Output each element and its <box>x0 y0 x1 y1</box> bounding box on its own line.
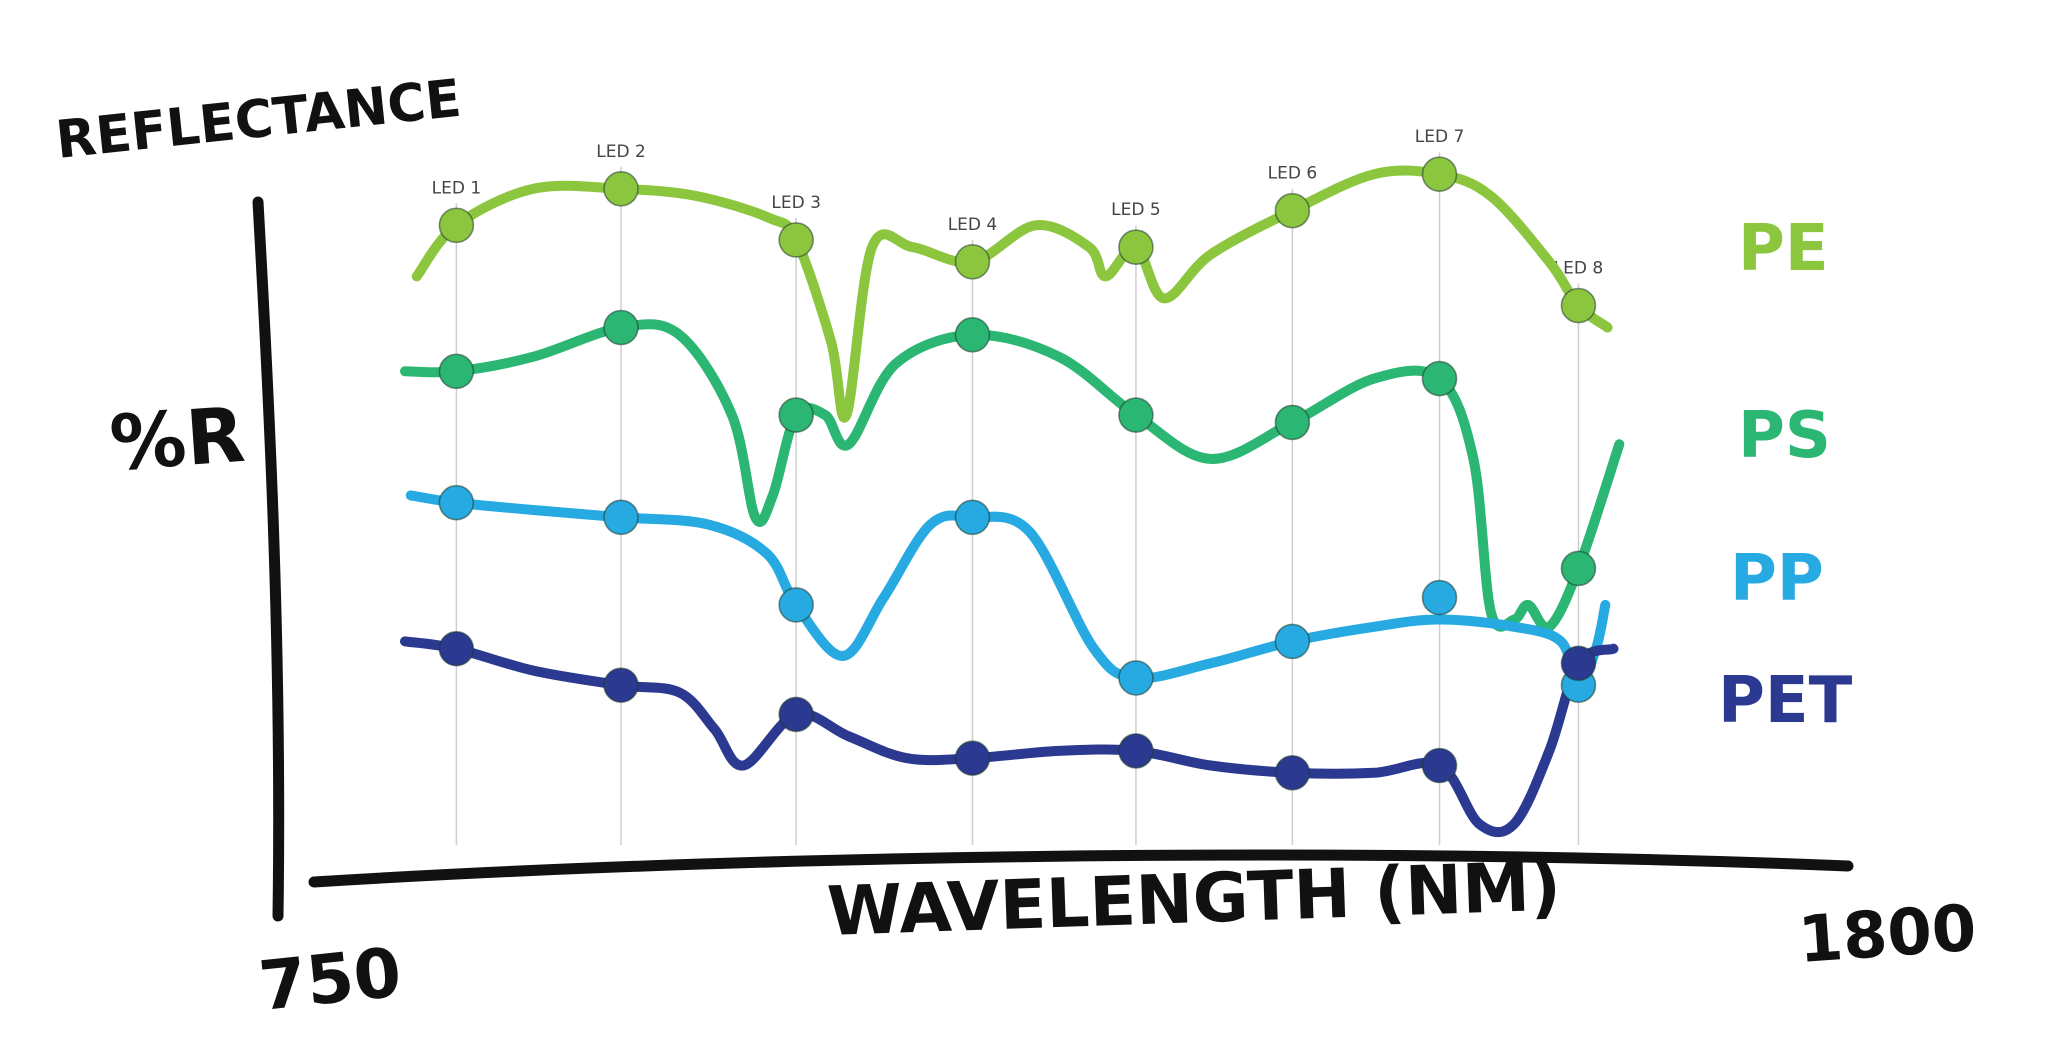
series-label-ps: PS <box>1738 399 1831 473</box>
marker-pe <box>778 222 814 258</box>
led-label: LED 3 <box>771 193 821 213</box>
marker-pe <box>603 171 639 207</box>
marker-pe <box>954 243 991 280</box>
y-axis-label: %R <box>107 390 248 488</box>
marker-pe <box>438 207 475 244</box>
marker-pet <box>1274 754 1311 791</box>
marker-pet <box>603 667 639 704</box>
y-axis-top-label: REFLECTANCE <box>53 69 464 171</box>
marker-pet <box>438 630 475 667</box>
series-labels: PE PS PP PET <box>1718 212 1853 738</box>
y-axis-line <box>252 196 285 922</box>
marker-pe <box>1560 287 1597 324</box>
marker-pet <box>1118 733 1154 769</box>
marker-pp <box>1274 623 1311 660</box>
led-label: LED 4 <box>948 215 998 235</box>
led-markers <box>438 156 1597 791</box>
series-line-pp <box>405 490 1611 691</box>
marker-pp <box>603 499 639 536</box>
led-labels: LED 1 LED 2 LED 3 LED 4 LED 5 LED 6 LED 7 LED 8 <box>432 127 1604 278</box>
series-label-pe: PE <box>1738 212 1829 286</box>
marker-ps <box>1118 397 1154 433</box>
marker-pp <box>778 587 814 623</box>
led-label: LED 2 <box>596 142 646 162</box>
marker-ps <box>1560 550 1597 587</box>
marker-pe <box>1421 156 1458 192</box>
led-gridlines <box>455 152 1580 845</box>
x-axis-min-label: 750 <box>256 934 405 1027</box>
marker-ps <box>603 309 639 346</box>
marker-pp <box>438 484 475 521</box>
marker-ps <box>438 353 475 390</box>
marker-pe <box>1274 192 1311 229</box>
marker-pp <box>954 499 991 536</box>
marker-pp <box>1118 660 1154 696</box>
marker-ps <box>954 316 991 353</box>
marker-pet <box>778 696 814 733</box>
marker-ps <box>778 397 814 433</box>
led-label: LED 5 <box>1111 200 1161 220</box>
series-lines <box>400 165 1625 838</box>
marker-pe <box>1118 229 1154 265</box>
series-line-pet <box>400 636 1619 838</box>
marker-pet <box>1560 645 1597 682</box>
marker-pp <box>1421 579 1458 616</box>
led-label: LED 1 <box>432 178 482 198</box>
series-label-pp: PP <box>1730 542 1824 616</box>
led-label: LED 7 <box>1415 127 1465 147</box>
led-label: LED 8 <box>1554 259 1604 279</box>
marker-ps <box>1421 360 1458 397</box>
led-label: LED 6 <box>1268 164 1318 184</box>
x-axis-max-label: 1800 <box>1796 892 1979 978</box>
marker-pet <box>954 740 991 777</box>
x-axis-line <box>308 849 1854 888</box>
marker-pet <box>1421 747 1458 784</box>
marker-ps <box>1274 404 1311 441</box>
series-label-pet: PET <box>1718 664 1853 738</box>
